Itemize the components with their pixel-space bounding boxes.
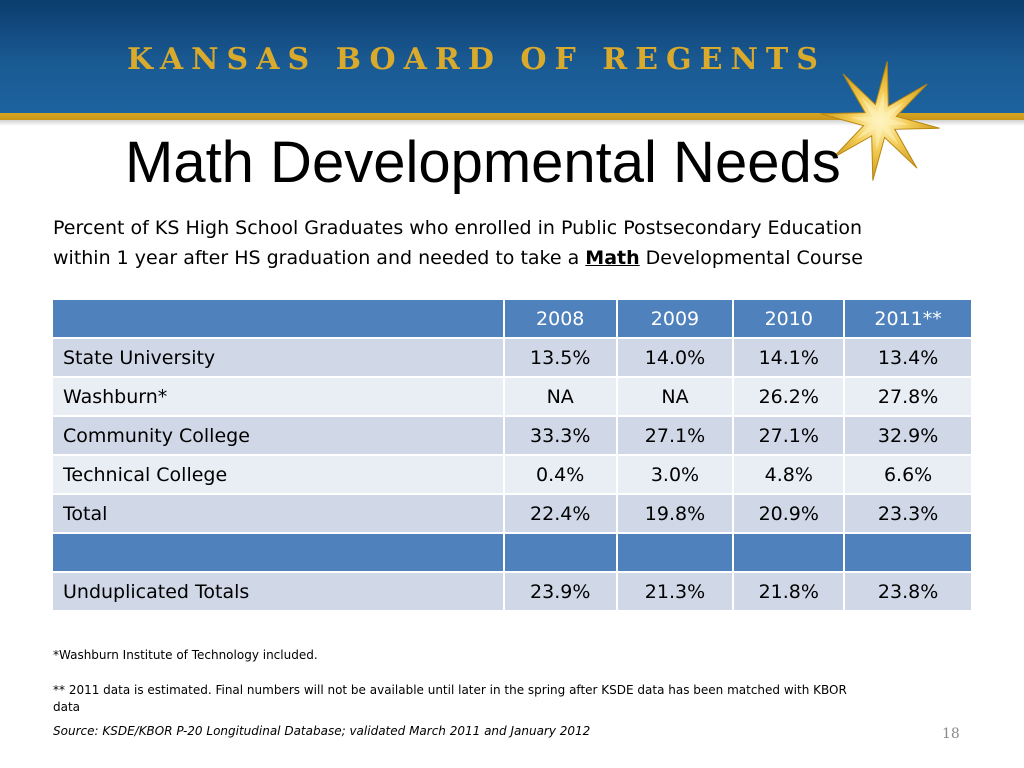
- footnote-washburn: *Washburn Institute of Technology includ…: [53, 648, 318, 662]
- table-cell: 0.4%: [502, 454, 618, 495]
- subtitle-line2-end: Developmental Course: [639, 247, 863, 269]
- subtitle-line1: Percent of KS High School Graduates who …: [53, 217, 863, 239]
- column-header: [51, 298, 505, 339]
- source-citation: Source: KSDE/KBOR P-20 Longitudinal Data…: [53, 724, 591, 738]
- table-cell: 23.9%: [502, 571, 618, 612]
- table-row: State University 13.5% 14.0% 14.1% 13.4%: [51, 337, 973, 378]
- org-name: KANSAS BOARD OF REGENTS: [127, 42, 826, 77]
- table-cell: 14.1%: [732, 337, 846, 378]
- table-cell: 21.3%: [615, 571, 735, 612]
- column-header: 2009: [615, 298, 735, 339]
- row-label: Community College: [51, 415, 505, 456]
- table-row: Unduplicated Totals 23.9% 21.3% 21.8% 23…: [51, 571, 973, 612]
- table-cell: 27.1%: [732, 415, 846, 456]
- header-gold-stripe: [0, 113, 1024, 120]
- table-cell: 32.9%: [843, 415, 973, 456]
- column-header: 2010: [732, 298, 846, 339]
- table-cell: 19.8%: [615, 493, 735, 534]
- table-row: Technical College 0.4% 3.0% 4.8% 6.6%: [51, 454, 973, 495]
- table-cell: [615, 532, 735, 573]
- table-cell: 23.8%: [843, 571, 973, 612]
- footnote-estimate: ** 2011 data is estimated. Final numbers…: [53, 683, 847, 714]
- table-cell: [502, 532, 618, 573]
- page-title: Math Developmental Needs: [125, 130, 841, 195]
- table-cell: 3.0%: [615, 454, 735, 495]
- table-cell: 14.0%: [615, 337, 735, 378]
- row-label: Washburn*: [51, 376, 505, 417]
- developmental-needs-table: 2008 2009 2010 2011** State University 1…: [51, 298, 973, 612]
- table-cell: 23.3%: [843, 493, 973, 534]
- table-row: Washburn* NA NA 26.2% 27.8%: [51, 376, 973, 417]
- column-header: 2011**: [843, 298, 973, 339]
- page-number: 18: [942, 726, 960, 742]
- subtitle-math-emphasis: Math: [585, 247, 640, 269]
- table-cell: [51, 532, 505, 573]
- table-cell: NA: [502, 376, 618, 417]
- table-cell: 20.9%: [732, 493, 846, 534]
- column-header: 2008: [502, 298, 618, 339]
- header-shadow: [0, 120, 1024, 126]
- table-cell: 26.2%: [732, 376, 846, 417]
- table-cell: 27.1%: [615, 415, 735, 456]
- table-cell: 13.5%: [502, 337, 618, 378]
- table-cell: [843, 532, 973, 573]
- table-cell: NA: [615, 376, 735, 417]
- table-cell: 22.4%: [502, 493, 618, 534]
- subtitle: Percent of KS High School Graduates who …: [53, 213, 993, 273]
- table-row: Total 22.4% 19.8% 20.9% 23.3%: [51, 493, 973, 534]
- table-row: Community College 33.3% 27.1% 27.1% 32.9…: [51, 415, 973, 456]
- table-cell: 33.3%: [502, 415, 618, 456]
- subtitle-line2-start: within 1 year after HS graduation and ne…: [53, 247, 586, 269]
- table-cell: 21.8%: [732, 571, 846, 612]
- table-spacer-row: [51, 532, 973, 573]
- table-cell: 4.8%: [732, 454, 846, 495]
- table-cell: 6.6%: [843, 454, 973, 495]
- row-label: Unduplicated Totals: [51, 571, 505, 612]
- row-label: Technical College: [51, 454, 505, 495]
- table-cell: [732, 532, 846, 573]
- table-cell: 27.8%: [843, 376, 973, 417]
- row-label: State University: [51, 337, 505, 378]
- row-label: Total: [51, 493, 505, 534]
- gold-star-icon: [820, 61, 940, 181]
- table-cell: 13.4%: [843, 337, 973, 378]
- table-header-row: 2008 2009 2010 2011**: [51, 298, 973, 339]
- header-banner: [0, 0, 1024, 115]
